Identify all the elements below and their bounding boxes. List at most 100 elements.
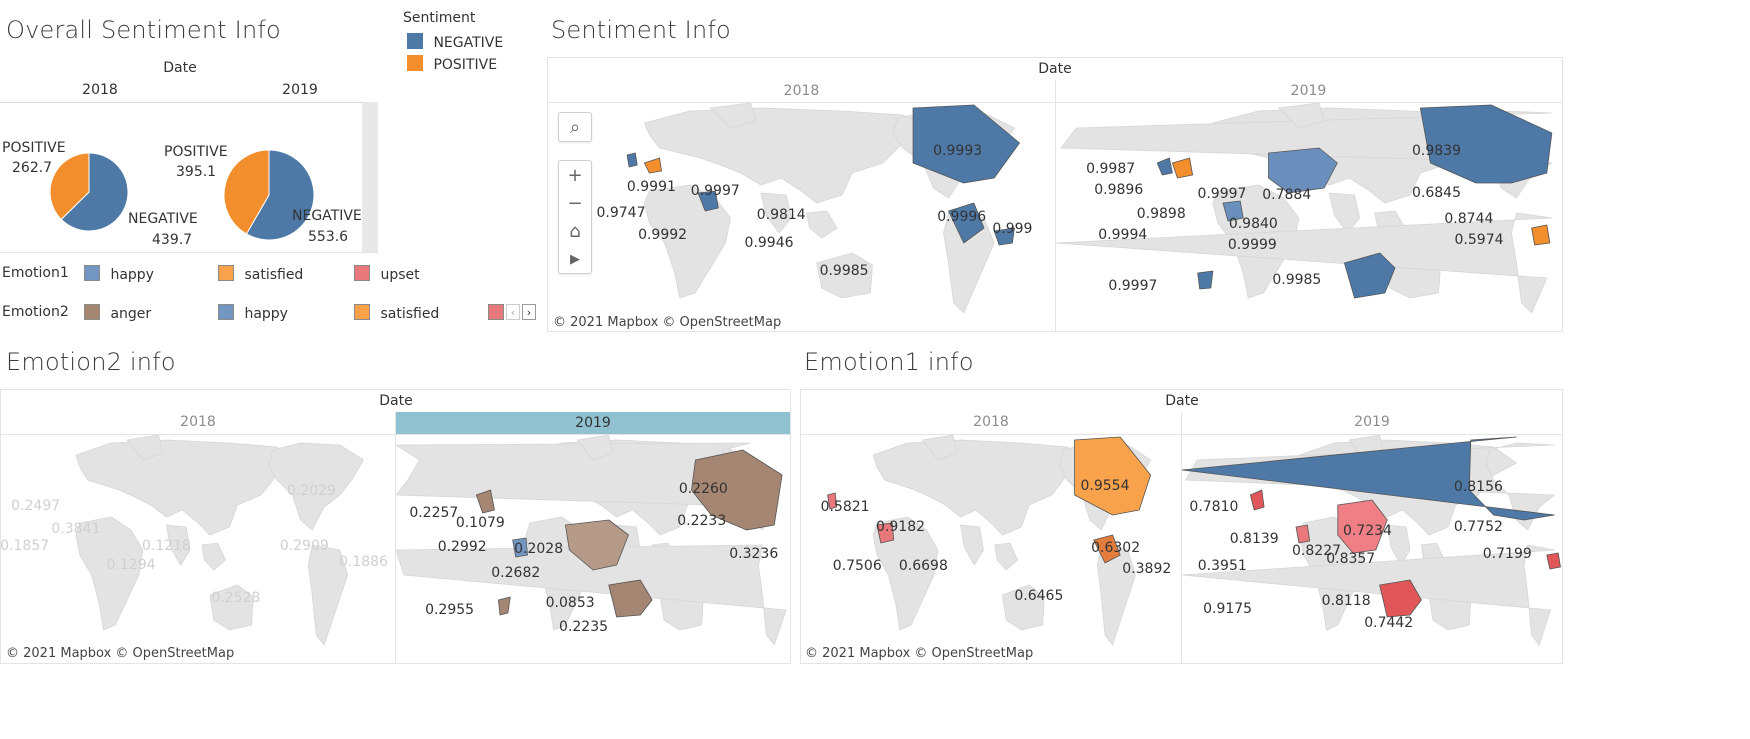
sentiment-2019-label[interactable]: 0.9896 — [1094, 182, 1143, 198]
sentiment-2019-label[interactable]: 0.8744 — [1444, 211, 1493, 227]
emotion1-2019-label[interactable]: 0.9175 — [1203, 601, 1252, 617]
sentiment-2019-label[interactable]: 0.9985 — [1272, 272, 1321, 288]
emotion2-legend-happy[interactable]: happy — [218, 304, 288, 322]
emotion1-map-2019[interactable]: 0.8156 0.7810 0.7234 0.8139 0.8227 0.7752 0.83… — [1182, 435, 1562, 663]
zoom-in-icon[interactable]: + — [567, 164, 583, 186]
emotion1-legend-upset[interactable]: upset — [354, 265, 420, 283]
sentiment-2018-label[interactable]: 0.9747 — [597, 205, 646, 221]
sentiment-2019-label[interactable]: 0.9839 — [1412, 143, 1461, 159]
play-icon[interactable]: ▶ — [570, 251, 580, 267]
land-shape — [994, 542, 1018, 571]
emotion1-2019-label[interactable]: 0.8357 — [1326, 551, 1375, 567]
sentiment-legend-item-negative[interactable]: NEGATIVE — [407, 33, 503, 51]
home-icon[interactable]: ⌂ — [569, 220, 581, 242]
pie-2019-negative-slice[interactable] — [245, 149, 315, 241]
emotion1-2019-label[interactable]: 0.7234 — [1343, 523, 1392, 539]
emotion1-2018-label[interactable]: 0.6302 — [1091, 540, 1140, 556]
sentiment-2018-label[interactable]: 0.9814 — [757, 207, 806, 223]
emotion1-2019-label[interactable]: 0.8139 — [1230, 531, 1279, 547]
sentiment-2019-label[interactable]: 0.9987 — [1086, 161, 1135, 177]
region-north-america — [1182, 436, 1555, 521]
sentiment-2019-label[interactable]: 0.6845 — [1412, 185, 1461, 201]
emotion2-year-2019-selected[interactable]: 2019 — [396, 412, 790, 434]
emotion2-2018-label[interactable]: 0.2029 — [287, 483, 336, 499]
sentiment-2019-label[interactable]: 0.9840 — [1229, 216, 1278, 232]
emotion2-2018-label[interactable]: 0.2909 — [280, 538, 329, 554]
pie-2018-positive-slice[interactable] — [49, 152, 90, 221]
emotion2-2018-label[interactable]: 0.2497 — [11, 498, 60, 514]
emotion1-legend-satisfied[interactable]: satisfied — [218, 265, 303, 283]
emotion2-2019-label[interactable]: 0.2955 — [425, 602, 474, 618]
sentiment-2018-label[interactable]: 0.9993 — [933, 143, 982, 159]
emotion1-2018-label[interactable]: 0.3892 — [1122, 561, 1171, 577]
emotion2-2019-label[interactable]: 0.2992 — [438, 539, 487, 555]
pie-2019[interactable] — [223, 149, 315, 241]
emotion1-2019-label[interactable]: 0.8156 — [1454, 479, 1503, 495]
emotion2-2019-label[interactable]: 0.2233 — [677, 513, 726, 529]
legend-pager: ‹ › — [506, 304, 536, 320]
pie-2019-positive-slice[interactable] — [223, 149, 270, 235]
emotion2-legend-upset[interactable] — [488, 304, 504, 322]
sentiment-2018-label[interactable]: 0.9996 — [937, 209, 986, 225]
sentiment-2018-label[interactable]: 0.9985 — [820, 263, 869, 279]
emotion2-upset-swatch — [488, 304, 504, 320]
sentiment-legend-item-positive[interactable]: POSITIVE — [407, 55, 497, 73]
sentiment-2019-label[interactable]: 0.7884 — [1262, 187, 1311, 203]
emotion2-legend-satisfied[interactable]: satisfied — [354, 304, 439, 322]
emotion1-2018-label[interactable]: 0.6698 — [899, 558, 948, 574]
emotion2-2018-label[interactable]: 0.3841 — [51, 521, 100, 537]
emotion2-2019-label[interactable]: 0.1079 — [456, 515, 505, 531]
emotion1-2019-label[interactable]: 0.7752 — [1454, 519, 1503, 535]
emotion1-2018-label[interactable]: 0.5821 — [821, 499, 870, 515]
legend-next-button[interactable]: › — [522, 304, 536, 320]
sentiment-2019-label[interactable]: 0.9898 — [1137, 206, 1186, 222]
emotion2-2018-label[interactable]: 0.1218 — [142, 538, 191, 554]
emotion1-2018-label[interactable]: 0.9182 — [876, 519, 925, 535]
sentiment-2018-label[interactable]: 0.9997 — [691, 183, 740, 199]
pie-2018-negative-slice[interactable] — [60, 152, 129, 232]
overall-scrollbar[interactable] — [362, 102, 378, 252]
sentiment-2019-label[interactable]: 0.9997 — [1197, 186, 1246, 202]
emotion2-2019-label[interactable]: 0.2028 — [514, 541, 563, 557]
emotion1-2019-label[interactable]: 0.3951 — [1198, 558, 1247, 574]
emotion2-2019-label[interactable]: 0.2682 — [491, 565, 540, 581]
sentiment-map-2019[interactable]: 0.9839 0.9987 0.9896 0.9997 0.7884 0.9898 0.68… — [1056, 103, 1562, 331]
zoom-out-icon[interactable]: − — [567, 192, 583, 214]
emotion2-2018-label[interactable]: 0.1294 — [107, 557, 156, 573]
sentiment-2019-label[interactable]: 0.5974 — [1455, 232, 1504, 248]
map-search-control[interactable]: ⌕ — [558, 112, 592, 142]
sentiment-map-2018[interactable]: 0.9993 0.9991 0.9997 0.9747 0.9814 0.9992 0.99… — [548, 103, 1055, 331]
emotion1-legend-happy[interactable]: happy — [84, 265, 154, 283]
emotion1-2019-label[interactable]: 0.8227 — [1292, 543, 1341, 559]
emotion1-map-2018[interactable]: 0.9554 0.5821 0.9182 0.6302 0.7506 0.6698 0.38… — [801, 435, 1181, 663]
negative-legend-label: NEGATIVE — [433, 35, 504, 51]
emotion1-2019-label[interactable]: 0.7199 — [1483, 546, 1532, 562]
search-icon[interactable]: ⌕ — [569, 116, 581, 138]
sentiment-2018-label[interactable]: 0.9991 — [627, 179, 676, 195]
emotion1-2019-label[interactable]: 0.7810 — [1189, 499, 1238, 515]
emotion2-2018-label[interactable]: 0.2528 — [211, 590, 260, 606]
emotion2-2018-label[interactable]: 0.1857 — [1, 538, 49, 554]
emotion1-2019-label[interactable]: 0.7442 — [1364, 615, 1413, 631]
emotion2-2019-label[interactable]: 0.3236 — [729, 546, 778, 562]
emotion1-2019-label[interactable]: 0.8118 — [1322, 593, 1371, 609]
sentiment-2019-label[interactable]: 0.9999 — [1228, 237, 1277, 253]
emotion1-2018-label[interactable]: 0.6465 — [1014, 588, 1063, 604]
sentiment-2018-label[interactable]: 0.999 — [992, 221, 1032, 237]
sentiment-2019-label[interactable]: 0.9994 — [1098, 227, 1147, 243]
emotion2-2019-label[interactable]: 0.2260 — [679, 481, 728, 497]
emotion2-2019-label[interactable]: 0.0853 — [546, 595, 595, 611]
pie-2018[interactable] — [49, 152, 129, 232]
emotion2-2018-label[interactable]: 0.1886 — [339, 554, 388, 570]
emotion1-2018-label[interactable]: 0.9554 — [1081, 478, 1130, 494]
emotion1-2018-label[interactable]: 0.7506 — [833, 558, 882, 574]
sentiment-2019-label[interactable]: 0.9997 — [1108, 278, 1157, 294]
emotion2-legend-anger[interactable]: anger — [84, 304, 151, 322]
sentiment-2018-label[interactable]: 0.9992 — [638, 227, 687, 243]
emotion2-2019-label[interactable]: 0.2257 — [409, 505, 458, 521]
sentiment-2018-label[interactable]: 0.9946 — [745, 235, 794, 251]
emotion2-2019-label[interactable]: 0.2235 — [559, 619, 608, 635]
legend-prev-button[interactable]: ‹ — [506, 304, 520, 320]
